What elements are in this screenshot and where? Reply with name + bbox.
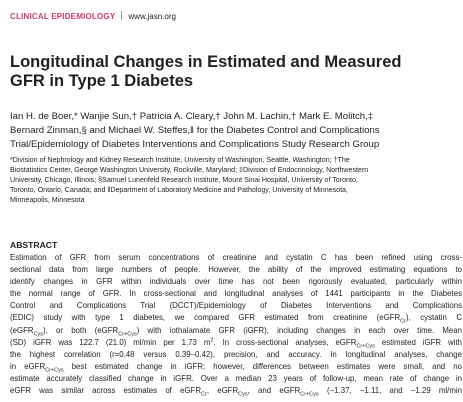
text-run: ), or both (eGFR <box>43 325 119 335</box>
text-run: , eGFR <box>206 386 239 396</box>
abstract-line: (EDIC) study with type 1 diabetes, we co… <box>10 312 462 324</box>
text-run: Control and Complications Trial (DCCT)/E… <box>10 301 462 311</box>
affiliation-line: Minneapolis, Minnesota <box>10 196 85 205</box>
text-run: (−1.37, −1.11, and −1.29 ml/min <box>318 386 462 396</box>
affiliation-line: Biostatistics Center, George Washington … <box>10 166 369 175</box>
affiliation-line: University, Chicago, Illinois; §Samuel L… <box>10 176 358 185</box>
text-run: . In cross-sectional analyses, eGFR <box>213 337 357 347</box>
superscript: 2 <box>210 337 214 344</box>
abstract-line: identify changes in GFR within individua… <box>10 276 462 288</box>
journal-url: www.jasn.org <box>128 12 176 21</box>
text-run: best estimated change in iGFR; however, … <box>63 361 462 371</box>
text-run: (eGFR <box>10 325 34 335</box>
text-run: (SD) iGFR was 122.7 (21.0) ml/min per 1.… <box>10 337 211 347</box>
author-line: Trial/Epidemiology of Diabetes Intervent… <box>10 139 380 150</box>
text-run: (EDIC) study with type 1 diabetes, we co… <box>10 313 401 323</box>
affiliation-line: *Division of Nephrology and Kidney Resea… <box>10 156 350 164</box>
abstract-heading: ABSTRACT <box>10 240 58 250</box>
abstract-line: estimate accurately classified change in… <box>10 373 462 385</box>
subscript: Cr <box>201 391 207 398</box>
text-run: the highest correlation (r=0.48 versus 0… <box>10 349 462 359</box>
abstract-line: in eGFRCr+Cys best estimated change in i… <box>10 361 462 373</box>
subscript: Cr+Cys <box>300 391 319 398</box>
subscript: Cr+Cys <box>45 367 64 374</box>
text-run: estimated iGFR with <box>374 337 463 347</box>
subscript: Cys <box>33 331 44 338</box>
affiliations: *Division of Nephrology and Kidney Resea… <box>10 155 460 205</box>
text-run: eGFR was similar across estimates of eGF… <box>10 386 201 396</box>
text-run: estimate accurately classified change in… <box>10 373 462 383</box>
text-run: identify changes in GFR within individua… <box>10 277 462 287</box>
text-run: in eGFR <box>10 361 46 371</box>
section-label: CLINICAL EPIDEMIOLOGY <box>10 12 116 21</box>
abstract-body: Estimation of GFR from serum concentrati… <box>10 252 462 397</box>
article-title: Longitudinal Changes in Estimated and Me… <box>10 53 401 91</box>
subscript: Cr+Cys <box>356 343 375 350</box>
abstract-line: (eGFRCys), or both (eGFRCr+Cys) with iot… <box>10 325 462 337</box>
authors: Ian H. de Boer,* Wanjie Sun,† Patricia A… <box>10 110 455 152</box>
abstract-line: eGFR was similar across estimates of eGF… <box>10 385 462 397</box>
abstract-line: Estimation of GFR from serum concentrati… <box>10 252 462 264</box>
text-run: , and eGFR <box>247 386 301 396</box>
text-run: ) with iothalamate GFR (iGFR), including… <box>136 325 463 335</box>
text-run: Estimation of GFR from serum concentrati… <box>10 253 462 262</box>
divider <box>121 11 123 20</box>
abstract-line: Control and Complications Trial (DCCT)/E… <box>10 300 462 312</box>
affiliation-line: Toronto, Ontario, Canada; and ‖Departmen… <box>10 186 348 195</box>
subscript: Cys <box>238 391 248 398</box>
abstract-line: sectional data from large numbers of peo… <box>10 264 462 276</box>
subscript: Cr+Cys <box>118 331 137 338</box>
text-run: ), cystatin C <box>405 313 462 323</box>
abstract-line: the highest correlation (r=0.48 versus 0… <box>10 349 462 361</box>
journal-header: CLINICAL EPIDEMIOLOGY www.jasn.org <box>10 11 176 21</box>
text-run: the normal range of GFR. In cross-sectio… <box>10 289 462 299</box>
subscript: Cr <box>400 319 406 326</box>
title-line: Longitudinal Changes in Estimated and Me… <box>10 53 402 71</box>
author-line: Bernard Zinman,§ and Michael W. Steffes,… <box>10 125 380 136</box>
abstract-line: (SD) iGFR was 122.7 (21.0) ml/min per 1.… <box>10 337 462 349</box>
abstract-line: the normal range of GFR. In cross-sectio… <box>10 288 462 300</box>
text-run: sectional data from large numbers of peo… <box>10 265 462 275</box>
title-line: GFR in Type 1 Diabetes <box>10 72 194 90</box>
author-line: Ian H. de Boer,* Wanjie Sun,† Patricia A… <box>10 111 374 122</box>
